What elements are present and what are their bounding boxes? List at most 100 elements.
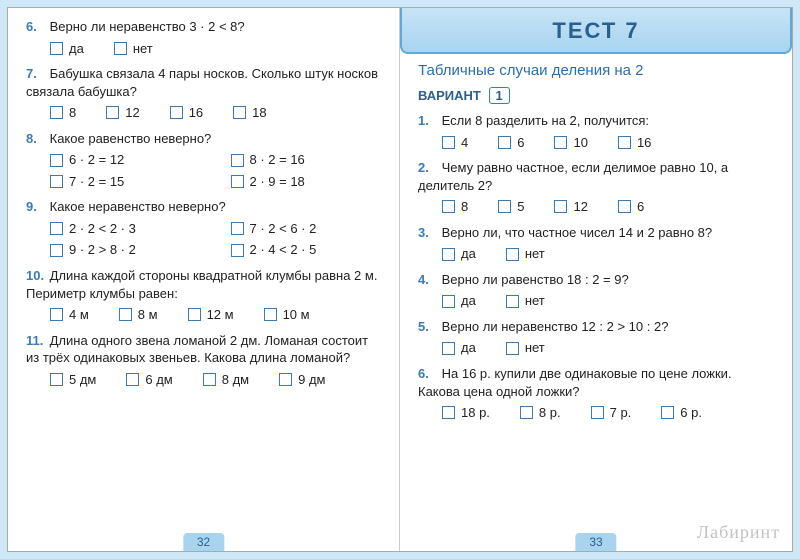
checkbox-icon xyxy=(114,42,127,55)
question-text: Чему равно частное, если делимое равно 1… xyxy=(418,160,728,193)
option-yes[interactable]: да xyxy=(442,339,476,357)
option-c[interactable]: 12 xyxy=(554,198,587,216)
question-text: Какое неравенство неверно? xyxy=(50,199,226,214)
variant-row: ВАРИАНТ 1 xyxy=(418,87,774,104)
question-number: 6. xyxy=(418,365,438,383)
option-a[interactable]: 4 м xyxy=(50,306,89,324)
option-b[interactable]: 7 · 2 < 6 · 2 xyxy=(231,220,382,238)
option-d[interactable]: 6 xyxy=(618,198,644,216)
option-yes[interactable]: да xyxy=(50,40,84,58)
option-label: 7 · 2 < 6 · 2 xyxy=(250,220,317,238)
checkbox-icon xyxy=(498,136,511,149)
question-text: Верно ли неравенство 12 : 2 > 10 : 2? xyxy=(442,319,669,334)
option-label: да xyxy=(461,339,476,357)
option-a[interactable]: 6 · 2 = 12 xyxy=(50,151,201,169)
option-label: 8 · 2 = 16 xyxy=(250,151,305,169)
option-label: 2 · 2 < 2 · 3 xyxy=(69,220,136,238)
option-b[interactable]: 8 · 2 = 16 xyxy=(231,151,382,169)
option-label: 2 · 4 < 2 · 5 xyxy=(250,241,317,259)
option-label: 18 xyxy=(252,104,266,122)
option-a[interactable]: 18 р. xyxy=(442,404,490,422)
option-a[interactable]: 2 · 2 < 2 · 3 xyxy=(50,220,201,238)
option-b[interactable]: 8 р. xyxy=(520,404,561,422)
option-label: 10 xyxy=(573,134,587,152)
option-c[interactable]: 7 р. xyxy=(591,404,632,422)
question-text: Бабушка связала 4 пары носков. Сколько ш… xyxy=(26,66,378,99)
page-number-right: 33 xyxy=(575,533,616,551)
question-number: 2. xyxy=(418,159,438,177)
question-number: 6. xyxy=(26,18,46,36)
option-label: 10 м xyxy=(283,306,310,324)
checkbox-icon xyxy=(50,106,63,119)
option-a[interactable]: 4 xyxy=(442,134,468,152)
checkbox-icon xyxy=(442,248,455,261)
option-label: 4 м xyxy=(69,306,89,324)
option-c[interactable]: 10 xyxy=(554,134,587,152)
question-text: Верно ли неравенство 3 · 2 < 8? xyxy=(50,19,245,34)
question-text: Если 8 разделить на 2, получится: xyxy=(442,113,649,128)
option-b[interactable]: 8 м xyxy=(119,306,158,324)
option-a[interactable]: 5 дм xyxy=(50,371,96,389)
option-c[interactable]: 9 · 2 > 8 · 2 xyxy=(50,241,201,259)
option-no[interactable]: нет xyxy=(506,245,545,263)
option-label: да xyxy=(461,245,476,263)
checkbox-icon xyxy=(233,106,246,119)
question-10: 10. Длина каждой стороны квадратной клум… xyxy=(26,267,381,324)
question-text: Верно ли равенство 18 : 2 = 9? xyxy=(442,272,629,287)
option-d[interactable]: 9 дм xyxy=(279,371,325,389)
question-number: 1. xyxy=(418,112,438,130)
checkbox-icon xyxy=(498,200,511,213)
question-text: На 16 р. купили две одинаковые по цене л… xyxy=(418,366,732,399)
option-d[interactable]: 16 xyxy=(618,134,651,152)
option-c[interactable]: 7 · 2 = 15 xyxy=(50,173,201,191)
option-label: 8 р. xyxy=(539,404,561,422)
option-label: 6 xyxy=(637,198,644,216)
option-label: 8 дм xyxy=(222,371,249,389)
question-number: 11. xyxy=(26,332,46,350)
question-1: 1. Если 8 разделить на 2, получится: 4 6… xyxy=(418,112,774,151)
option-no[interactable]: нет xyxy=(506,292,545,310)
option-label: нет xyxy=(525,292,545,310)
option-no[interactable]: нет xyxy=(506,339,545,357)
option-label: 7 р. xyxy=(610,404,632,422)
checkbox-icon xyxy=(50,308,63,321)
checkbox-icon xyxy=(231,244,244,257)
option-c[interactable]: 16 xyxy=(170,104,203,122)
option-label: 8 xyxy=(69,104,76,122)
option-label: 6 · 2 = 12 xyxy=(69,151,124,169)
option-b[interactable]: 6 дм xyxy=(126,371,172,389)
checkbox-icon xyxy=(661,406,674,419)
option-b[interactable]: 12 xyxy=(106,104,139,122)
option-c[interactable]: 12 м xyxy=(188,306,234,324)
option-b[interactable]: 6 xyxy=(498,134,524,152)
option-no[interactable]: нет xyxy=(114,40,153,58)
checkbox-icon xyxy=(231,154,244,167)
option-d[interactable]: 2 · 9 = 18 xyxy=(231,173,382,191)
question-text: Длина одного звена ломаной 2 дм. Ломаная… xyxy=(26,333,368,366)
option-label: нет xyxy=(525,245,545,263)
question-6r: 6. На 16 р. купили две одинаковые по цен… xyxy=(418,365,774,422)
option-d[interactable]: 6 р. xyxy=(661,404,702,422)
option-d[interactable]: 10 м xyxy=(264,306,310,324)
checkbox-icon xyxy=(442,295,455,308)
option-d[interactable]: 18 xyxy=(233,104,266,122)
question-number: 8. xyxy=(26,130,46,148)
option-b[interactable]: 5 xyxy=(498,198,524,216)
question-number: 10. xyxy=(26,267,46,285)
checkbox-icon xyxy=(506,342,519,355)
option-a[interactable]: 8 xyxy=(50,104,76,122)
checkbox-icon xyxy=(126,373,139,386)
option-label: 6 xyxy=(517,134,524,152)
checkbox-icon xyxy=(279,373,292,386)
option-d[interactable]: 2 · 4 < 2 · 5 xyxy=(231,241,382,259)
option-label: 12 xyxy=(573,198,587,216)
page-left: 6. Верно ли неравенство 3 · 2 < 8? да не… xyxy=(8,8,400,551)
option-yes[interactable]: да xyxy=(442,292,476,310)
option-a[interactable]: 8 xyxy=(442,198,468,216)
option-c[interactable]: 8 дм xyxy=(203,371,249,389)
page-number-left: 32 xyxy=(183,533,224,551)
option-label: нет xyxy=(133,40,153,58)
option-yes[interactable]: да xyxy=(442,245,476,263)
question-text: Длина каждой стороны квадратной клумбы р… xyxy=(26,268,377,301)
checkbox-icon xyxy=(618,136,631,149)
